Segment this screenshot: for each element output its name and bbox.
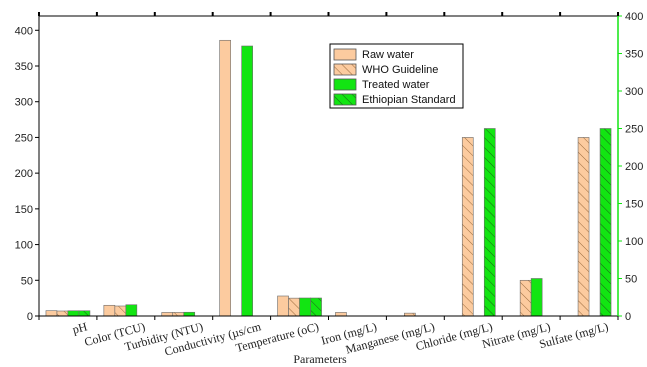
bar-who-guideline xyxy=(519,279,532,317)
y-left-tick-label: 350 xyxy=(15,61,33,73)
bar-who-guideline xyxy=(114,305,127,317)
x-category-label: pH xyxy=(71,319,89,336)
bar-ethiopian-standard xyxy=(483,128,496,317)
y-right-tick-label: 150 xyxy=(625,199,643,211)
legend-label-raw-water: Raw water xyxy=(362,49,414,61)
bar-who-guideline xyxy=(288,297,300,317)
y-right-tick-label: 0 xyxy=(625,311,631,323)
legend-swatch-treated-water xyxy=(333,78,357,91)
bar-raw-water xyxy=(277,295,289,317)
bar-ethiopian-standard xyxy=(310,297,322,317)
y-right-tick-label: 350 xyxy=(625,49,643,61)
bar-raw-water xyxy=(219,39,231,317)
y-left-tick-label: 0 xyxy=(27,311,33,323)
plot-frame xyxy=(38,15,619,317)
legend-label-who-guideline: WHO Guideline xyxy=(362,64,438,76)
bar-who-guideline xyxy=(56,310,69,317)
bar-who-guideline xyxy=(172,312,185,317)
y-right-tick-label: 250 xyxy=(625,124,643,136)
bar-ethiopian-standard xyxy=(599,128,612,317)
y-left-tick-label: 400 xyxy=(15,25,33,37)
axis-ticks xyxy=(35,12,622,320)
y-left-tick-label: 250 xyxy=(15,132,33,144)
legend-label-ethiopian-standard: Ethiopian Standard xyxy=(362,94,456,106)
legend: Raw water WHO Guideline Treated water Et… xyxy=(329,43,464,109)
bar-treated-water xyxy=(241,45,253,317)
bar-who-guideline xyxy=(577,137,590,317)
bar-raw-water xyxy=(103,304,116,317)
y-right-tick-label: 100 xyxy=(625,236,643,248)
bar-treated-water xyxy=(299,297,311,317)
y-right-tick-label: 400 xyxy=(625,11,643,23)
legend-swatch-who-guideline xyxy=(333,63,357,76)
y-left-tick-label: 100 xyxy=(15,240,33,252)
bar-treated-water xyxy=(67,310,80,317)
y-left-tick-label: 50 xyxy=(21,275,33,287)
y-left-tick-label: 150 xyxy=(15,204,33,216)
bar-raw-water xyxy=(45,310,58,317)
y-left-tick-label: 200 xyxy=(15,168,33,180)
legend-swatch-ethiopian-standard xyxy=(333,93,357,106)
y-left-tick-label: 300 xyxy=(15,97,33,109)
bar-ethiopian-standard xyxy=(78,310,91,317)
legend-label-treated-water: Treated water xyxy=(362,79,430,91)
bar-raw-water xyxy=(335,312,347,317)
y-right-tick-label: 200 xyxy=(625,161,643,173)
bar-marks xyxy=(45,39,612,317)
bar-raw-water xyxy=(161,312,174,317)
bar-treated-water xyxy=(125,304,138,317)
x-axis-title: Parameters xyxy=(293,352,347,366)
y-right-tick-label: 50 xyxy=(625,274,637,286)
bar-treated-water xyxy=(530,278,543,317)
bar-who-guideline xyxy=(461,137,474,317)
y-right-tick-label: 300 xyxy=(625,86,643,98)
bar-treated-water xyxy=(183,311,196,317)
legend-swatch-raw-water xyxy=(333,48,357,61)
